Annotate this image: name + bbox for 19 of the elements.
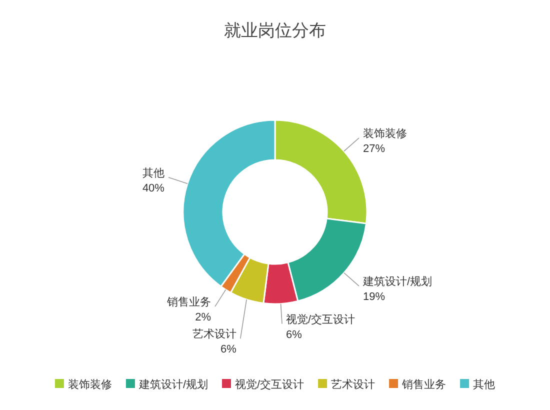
legend-label: 销售业务 [401, 378, 446, 391]
slice-label: 装饰装修 [363, 126, 408, 140]
legend-label: 视觉/交互设计 [235, 378, 304, 391]
slice-label: 建筑设计/规划 [362, 275, 432, 288]
data-label: 19% [363, 291, 386, 304]
data-label: 40% [142, 182, 165, 194]
chart-title: 就业岗位分布 [224, 21, 326, 40]
legend-label: 艺术设计 [331, 378, 376, 391]
data-label: 6% [286, 328, 302, 341]
data-label: 2% [195, 312, 212, 324]
slice-label: 视觉/交互设计 [286, 312, 356, 326]
legend-label: 装饰装修 [68, 378, 112, 391]
slice-label: 销售业务 [166, 296, 211, 309]
data-label: 27% [363, 142, 386, 155]
legend-label: 其他 [473, 378, 496, 391]
slice-label: 其他 [142, 166, 164, 180]
legend-label: 建筑设计/规划 [138, 378, 208, 391]
data-label: 6% [220, 344, 237, 356]
slice-label: 艺术设计 [192, 328, 236, 341]
